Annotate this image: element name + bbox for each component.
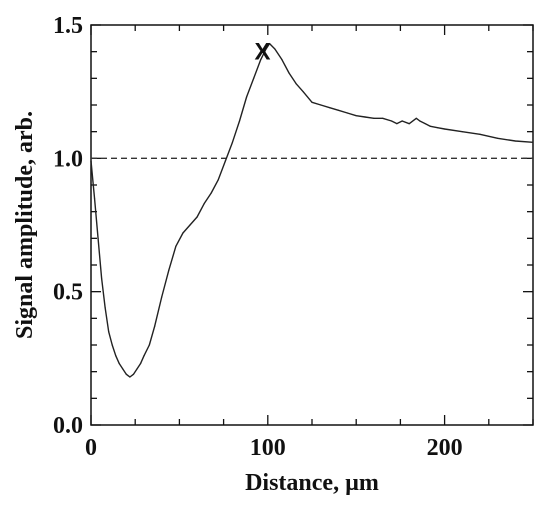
data-point xyxy=(415,117,417,119)
y-axis-label: Signal amplitude, arb. xyxy=(12,111,38,339)
data-point xyxy=(231,141,234,143)
data-point xyxy=(424,123,426,125)
data-point xyxy=(245,96,248,98)
data-point xyxy=(355,115,357,117)
data-point xyxy=(104,307,106,309)
data-point xyxy=(390,120,393,122)
data-point xyxy=(419,120,421,122)
data-point xyxy=(268,43,271,45)
data-point xyxy=(224,160,226,162)
data-point xyxy=(497,137,499,139)
data-point xyxy=(364,116,366,118)
data-point xyxy=(373,117,375,119)
data-point xyxy=(479,133,481,135)
data-point xyxy=(203,203,205,205)
data-point xyxy=(396,123,398,125)
data-point xyxy=(382,117,384,119)
data-point xyxy=(189,224,191,226)
data-point xyxy=(444,128,446,130)
peak-marker: X xyxy=(254,39,270,66)
x-axis-label: Distance, µm xyxy=(245,470,379,496)
data-point xyxy=(196,216,198,218)
data-point xyxy=(436,127,439,129)
data-point xyxy=(182,232,184,234)
data-point xyxy=(253,77,255,79)
y-tick-label: 1.0 xyxy=(53,146,83,172)
data-point xyxy=(329,107,331,109)
data-point xyxy=(118,363,120,365)
data-point xyxy=(115,355,117,357)
data-point xyxy=(143,355,145,357)
data-point xyxy=(210,192,212,194)
data-point xyxy=(260,59,262,61)
data-point xyxy=(122,368,124,370)
data-point xyxy=(302,91,304,93)
data-point xyxy=(108,331,110,333)
data-point xyxy=(295,83,297,85)
data-point xyxy=(281,59,283,61)
y-tick-label: 0.5 xyxy=(53,280,83,306)
data-point xyxy=(125,373,127,375)
data-point xyxy=(514,140,516,142)
data-point xyxy=(161,296,163,298)
data-point xyxy=(101,277,103,279)
x-tick-label: 200 xyxy=(427,435,463,461)
data-point xyxy=(346,112,348,114)
data-point xyxy=(175,245,177,247)
data-point xyxy=(148,344,150,346)
ticks xyxy=(90,24,534,426)
data-point xyxy=(90,160,92,162)
x-tick-label: 100 xyxy=(250,435,286,461)
data-point xyxy=(274,48,276,50)
data-points xyxy=(90,43,534,378)
data-point xyxy=(139,363,142,365)
data-point xyxy=(429,125,432,127)
data-point xyxy=(337,109,340,111)
data-point xyxy=(168,269,170,271)
plot-frame xyxy=(90,24,534,426)
data-point xyxy=(288,72,290,74)
data-point xyxy=(129,376,131,378)
data-point xyxy=(136,368,138,370)
x-tick-label: 0 xyxy=(85,435,97,461)
data-point xyxy=(97,237,99,239)
data-point xyxy=(401,120,403,122)
tick-labels: 0 100 200 0.0 0.5 1.0 1.5 xyxy=(53,13,463,461)
data-point xyxy=(320,104,322,106)
data-point xyxy=(532,141,534,143)
data-point xyxy=(217,179,219,181)
data-point xyxy=(408,123,410,125)
data-point xyxy=(238,120,241,122)
series-line xyxy=(90,42,534,378)
data-point xyxy=(132,373,135,375)
y-tick-label: 0.0 xyxy=(53,413,83,439)
data-point xyxy=(154,325,156,327)
data-point xyxy=(311,101,313,103)
y-tick-label: 1.5 xyxy=(53,13,83,39)
data-point xyxy=(93,197,96,199)
data-point xyxy=(461,131,463,133)
data-point xyxy=(111,344,113,346)
data-point xyxy=(265,48,267,50)
